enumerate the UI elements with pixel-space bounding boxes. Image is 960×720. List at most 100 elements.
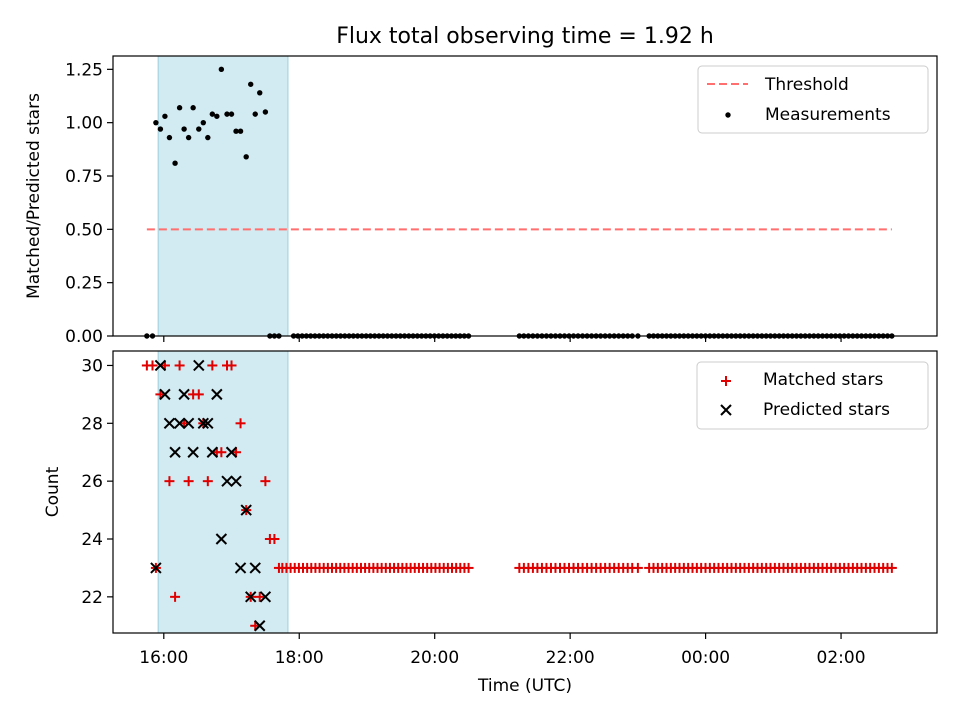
- measurement-point: [190, 105, 196, 111]
- y-tick-label: 28: [81, 414, 103, 434]
- legend-matched-swatch: [721, 376, 731, 386]
- measurement-point: [262, 109, 269, 115]
- bottom-panel: 22 24 26 28 30 16:00 18:00 20:00 22:00 00:00 02:00…: [43, 350, 938, 696]
- matched-star-point: [254, 591, 265, 602]
- predicted-star-point: [254, 620, 266, 632]
- bottom-legend: Matched stars Predicted stars: [696, 361, 929, 430]
- y-tick-label: 30: [81, 356, 103, 376]
- predicted-star-point: [154, 359, 167, 372]
- bottom-y-axis-label: Count: [43, 466, 63, 517]
- matched-star-point: [193, 389, 204, 400]
- legend-threshold-label: Threshold: [764, 75, 849, 95]
- measurement-point: [200, 119, 207, 126]
- measurement-point: [166, 134, 173, 141]
- predicted-star-point: [245, 591, 257, 603]
- matched-star-point: [170, 591, 181, 602]
- y-tick-label: 0.75: [65, 167, 103, 187]
- matched-star-point: [164, 476, 175, 487]
- measurement-point: [257, 90, 263, 96]
- measurement-point: [153, 119, 159, 126]
- measurement-point: [157, 126, 164, 132]
- y-tick-label: 24: [81, 530, 103, 550]
- predicted-star-point: [150, 562, 162, 574]
- predicted-star-point: [187, 446, 199, 458]
- predicted-star-point: [259, 591, 272, 603]
- bottom-axes-frame: [112, 350, 938, 634]
- measurement-point: [214, 113, 220, 119]
- measurement-point: [233, 128, 239, 134]
- measurement-point: [172, 160, 178, 166]
- y-tick-label: 1.00: [65, 114, 103, 134]
- matched-star-point: [632, 562, 643, 573]
- predicted-star-point: [182, 417, 195, 430]
- predicted-star-point: [221, 475, 233, 487]
- legend-matched-label: Matched stars: [763, 370, 883, 390]
- predicted-star-point: [173, 417, 186, 430]
- measurement-point: [224, 111, 230, 117]
- predicted-star-point: [193, 359, 205, 372]
- predicted-star-point: [178, 388, 190, 401]
- measurement-point: [252, 111, 258, 117]
- measurement-point: [243, 154, 249, 160]
- measurement-point: [205, 134, 211, 141]
- top-axes-frame: [112, 55, 938, 337]
- measurement-point: [185, 134, 192, 141]
- predicted-star-point: [159, 388, 171, 401]
- x-tick-label: 02:00: [817, 648, 866, 668]
- chart-title: Flux total observing time = 1.92 h: [336, 24, 714, 49]
- y-tick-label: 1.25: [65, 60, 103, 80]
- matched-star-point: [235, 418, 246, 429]
- matched-star-point: [216, 447, 227, 458]
- top-panel: 0.00 0.25 0.50 0.75 1.00 1.25 Matched/Predict…: [24, 55, 938, 347]
- y-tick-label: 0.50: [65, 220, 103, 240]
- measurement-point: [248, 81, 254, 87]
- measurement-point: [228, 111, 235, 117]
- predicted-star-point: [249, 562, 261, 574]
- matched-star-point: [147, 360, 158, 371]
- measurement-point: [209, 111, 216, 117]
- matched-star-point: [207, 360, 218, 371]
- y-tick-label: 22: [81, 588, 103, 608]
- top-legend-box: [697, 65, 929, 134]
- measurement-point: [218, 66, 225, 73]
- predicted-star-point: [215, 533, 228, 545]
- observing-window-band: [157, 350, 289, 634]
- matched-star-point: [463, 562, 474, 573]
- measurement-point: [196, 126, 202, 132]
- matched-star-point: [269, 534, 280, 544]
- predicted-star-point: [225, 446, 238, 458]
- matched-star-point: [260, 476, 271, 487]
- predicted-star-point: [169, 446, 181, 458]
- predicted-star-point: [197, 417, 210, 430]
- predicted-star-point: [211, 388, 223, 401]
- x-tick-label: 16:00: [139, 648, 188, 668]
- bottom-legend-box: [696, 361, 929, 430]
- y-tick-label: 0.25: [65, 274, 103, 294]
- predicted-star-point: [202, 417, 214, 430]
- measurement-point: [181, 126, 187, 132]
- y-tick-label: 0.00: [65, 327, 103, 347]
- legend-measurements-swatch: [725, 112, 731, 118]
- legend-measurements-label: Measurements: [765, 105, 891, 125]
- x-tick-label: 18:00: [275, 648, 324, 668]
- matched-star-point: [226, 360, 237, 371]
- predicted-star-point: [206, 446, 219, 458]
- measurement-point: [162, 113, 168, 119]
- y-tick-label: 26: [81, 472, 103, 492]
- matched-star-point: [202, 476, 213, 487]
- top-y-axis-label: Matched/Predicted stars: [24, 93, 44, 299]
- predicted-star-point: [234, 562, 247, 574]
- matched-star-point: [183, 476, 194, 487]
- predicted-star-point: [240, 504, 252, 516]
- predicted-star-point: [163, 417, 176, 430]
- measurement-point: [237, 128, 244, 134]
- x-tick-label: 22:00: [546, 648, 595, 668]
- legend-predicted-label: Predicted stars: [763, 400, 890, 420]
- legend-predicted-swatch: [720, 404, 732, 416]
- matched-star-point: [174, 360, 185, 371]
- observing-window-band: [157, 55, 289, 337]
- measurement-point: [176, 105, 183, 111]
- x-tick-label: 00:00: [681, 648, 730, 668]
- x-tick-label: 20:00: [410, 648, 459, 668]
